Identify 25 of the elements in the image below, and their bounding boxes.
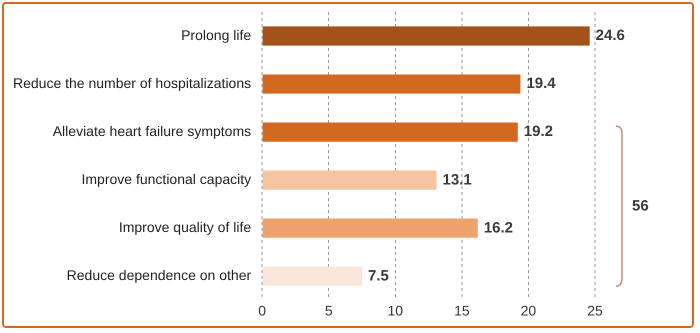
data-label: 19.2 [524,123,553,140]
data-label: 24.6 [596,27,625,44]
data-label: 13.1 [442,171,472,188]
y-tick-label: Prolong life [181,26,252,43]
x-tick-label: 25 [587,302,603,318]
bar [262,74,520,94]
bar [262,218,478,238]
data-label: 19.4 [526,75,556,92]
y-tick-label: Reduce dependence on other [66,267,252,284]
bar [262,122,518,142]
x-tick-label: 0 [258,302,266,318]
x-tick-label: 20 [520,302,536,318]
y-tick-label: Alleviate heart failure symptoms [52,122,252,139]
y-tick-label: Improve quality of life [118,219,252,236]
x-tick-label: 10 [387,302,404,318]
y-tick-label: Reduce the number of hospitalizations [12,74,252,91]
x-tick-label: 15 [454,302,470,318]
x-tick-label: 5 [324,302,333,318]
bar [262,266,362,286]
data-label: 7.5 [368,267,389,284]
text: 56 [632,197,649,214]
bar [262,170,437,190]
bar [262,26,590,46]
data-label: 16.2 [484,219,514,236]
y-tick-label: Improve functional capacity [82,170,252,187]
